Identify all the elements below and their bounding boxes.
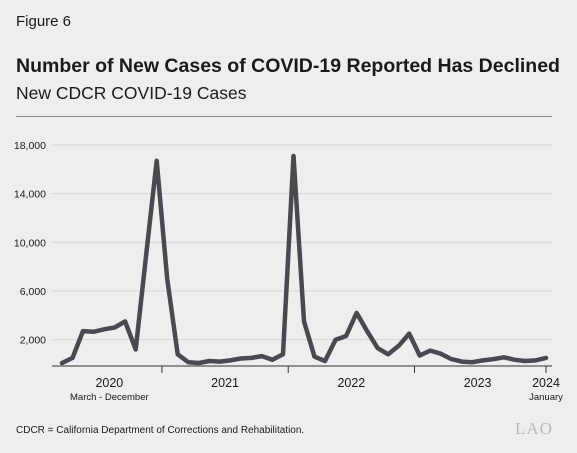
y-tick-label: 2,000 — [20, 335, 46, 347]
lao-logo: LAO — [515, 419, 553, 438]
x-year-label: 2022 — [337, 376, 365, 390]
x-year-sublabel: January — [529, 392, 563, 403]
footnote: CDCR = California Department of Correcti… — [16, 425, 305, 436]
x-year-label: 2021 — [211, 376, 239, 390]
y-axis-tick-labels: 2,000 6,000 10,000 14,000 18,000 — [14, 140, 46, 347]
x-year-label: 2023 — [464, 376, 492, 390]
y-tick-label: 18,000 — [14, 140, 46, 152]
figure-label: Figure 6 — [16, 13, 72, 30]
x-axis — [52, 365, 552, 373]
gridlines — [52, 144, 552, 341]
chart-subtitle: New CDCR COVID-19 Cases — [16, 83, 247, 103]
y-tick-label: 14,000 — [14, 189, 46, 201]
x-year-sublabel: March - December — [70, 392, 149, 403]
title-divider — [16, 116, 552, 117]
x-year-label: 2024 — [532, 376, 560, 390]
chart-title: Number of New Cases of COVID-19 Reported… — [16, 55, 560, 77]
series-layer — [59, 153, 549, 366]
series-line — [59, 153, 549, 366]
x-axis-tick-labels: 2020 March - December 2021 2022 2023 2024 Janu… — [70, 376, 563, 403]
x-year-label: 2020 — [95, 376, 123, 390]
y-tick-label: 6,000 — [20, 286, 46, 298]
line-chart: 2,000 6,000 10,000 14,000 18,000 2020 March -… — [14, 140, 563, 403]
y-tick-label: 10,000 — [14, 237, 46, 249]
